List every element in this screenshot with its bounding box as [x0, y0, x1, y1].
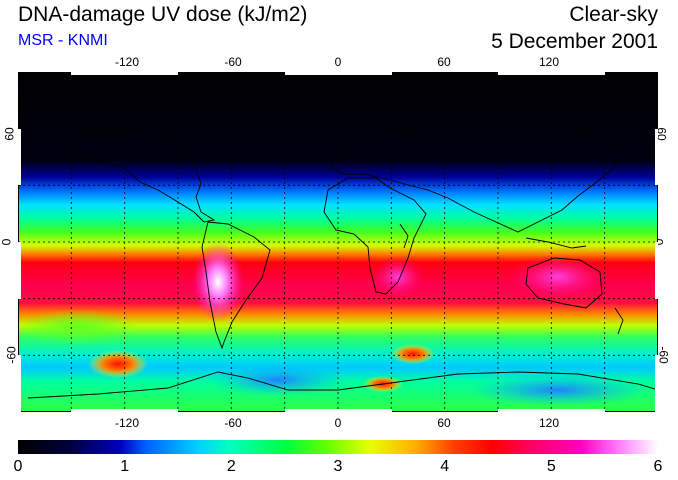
andes-uv-maximum	[192, 242, 244, 322]
lon-tick-top-60: 60	[437, 55, 451, 69]
data-source-label: MSR - KNMI	[18, 32, 108, 49]
colorbar-label-5: 5	[546, 458, 556, 475]
map-title: DNA-damage UV dose (kJ/m2)	[18, 3, 308, 26]
lon-tick-top-0: 0	[334, 55, 342, 69]
lat-tick-left-0: 0	[0, 238, 14, 246]
sky-condition-label: Clear-sky	[569, 3, 658, 26]
south-pacific-high-patch	[88, 350, 148, 378]
south-pacific-green-band	[18, 309, 138, 345]
coastlines	[27, 85, 658, 399]
australia-outline	[525, 257, 603, 309]
australia-uv-high	[508, 255, 608, 299]
greenland-outline	[203, 85, 271, 129]
madagascar-outline	[399, 223, 409, 249]
south-america-outline	[201, 221, 271, 350]
lon-tick-bottom-0: 0	[334, 416, 342, 430]
uv-dose-map	[18, 72, 658, 412]
lon-tick-top-minus60: -60	[224, 55, 242, 69]
colorbar-label-1: 1	[120, 458, 130, 475]
southern-ocean-low-patch-east	[468, 374, 648, 406]
lon-tick-bottom-120: 120	[538, 416, 560, 430]
north-america-outline	[57, 127, 216, 223]
lon-tick-bottom-minus120: -120	[114, 416, 140, 430]
south-indian-high-patch	[391, 344, 435, 364]
antarctica-outline	[27, 371, 658, 399]
lon-tick-bottom-60: 60	[437, 416, 451, 430]
lon-tick-top-120: 120	[538, 55, 560, 69]
africa-outline	[323, 177, 427, 295]
colorbar	[18, 440, 658, 454]
date-label: 5 December 2001	[491, 30, 658, 53]
colorbar-label-4: 4	[440, 458, 450, 475]
colorbar-label-3: 3	[333, 458, 343, 475]
new-zealand-outline	[614, 307, 624, 335]
southern-ocean-low-patch-west	[208, 364, 348, 396]
lat-tick-left-60: 60	[2, 127, 17, 141]
southern-africa-uv-high	[372, 257, 424, 297]
colorbar-label-6: 6	[653, 458, 663, 475]
colorbar-label-0: 0	[13, 458, 23, 475]
colorbar-label-2: 2	[226, 458, 236, 475]
graticule	[18, 72, 658, 412]
lon-tick-bottom-minus60: -60	[224, 416, 242, 430]
map-frame	[18, 72, 658, 412]
lon-tick-top-minus120: -120	[114, 55, 140, 69]
lat-tick-right-minus60: -60	[656, 346, 671, 364]
indonesia-outline	[525, 237, 587, 249]
lat-tick-left-minus60: -60	[4, 346, 19, 364]
